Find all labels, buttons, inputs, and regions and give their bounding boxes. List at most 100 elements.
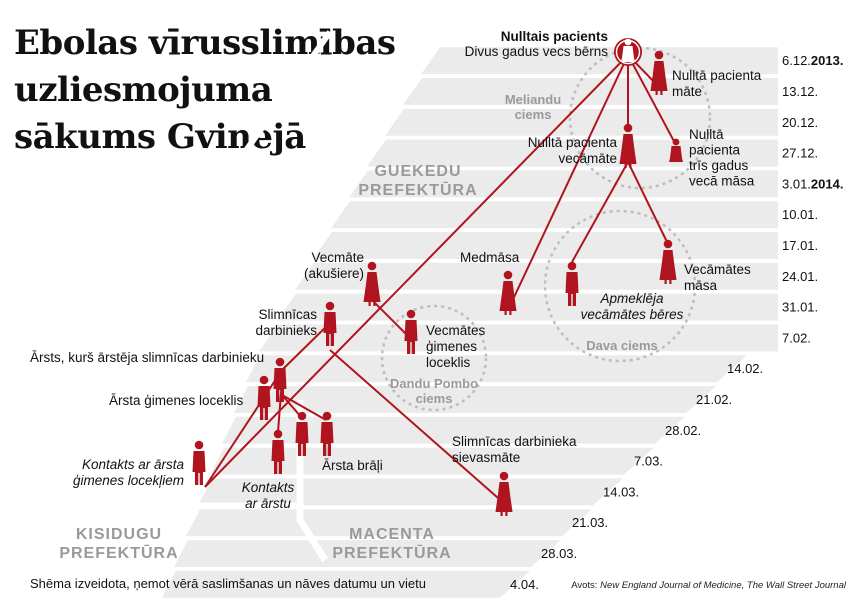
date-label: 10.01. xyxy=(782,207,818,222)
timeline-band xyxy=(259,324,778,352)
timeline-band xyxy=(385,108,778,136)
contact-doctor-label: ar ārstu xyxy=(245,496,291,511)
date-label: 3.01.2014. xyxy=(782,176,843,191)
date-label: 7.03. xyxy=(634,454,663,469)
region-guekedu: PREFEKTŪRA xyxy=(358,180,477,199)
sister-label: vecā māsa xyxy=(689,174,755,189)
timeline-band xyxy=(313,232,778,259)
gm-sister-label: Vecāmātes xyxy=(684,262,751,277)
hospital-wife-label: sievasmāte xyxy=(452,450,520,465)
transmission-line xyxy=(281,394,327,421)
date-label: 21.02. xyxy=(696,392,732,407)
funeral-label: Apmeklēja xyxy=(599,291,664,306)
village-dava-label: Dava ciems xyxy=(586,338,658,353)
date-label: 28.02. xyxy=(665,423,701,438)
region-macenta: MACENTA xyxy=(349,526,435,543)
date-label: 31.01. xyxy=(782,300,818,315)
hospital-wife-label: Slimnīcas darbinieka xyxy=(452,434,577,449)
timeline-band xyxy=(295,262,778,290)
transmission-line xyxy=(627,161,669,245)
patient-zero-label: Divus gadus vecs bērns xyxy=(465,44,609,59)
sister-label: trīs gadus xyxy=(689,158,749,173)
timeline-band xyxy=(210,447,654,475)
timeline-band xyxy=(403,78,778,105)
timeline-dates: 6.12.2013. 13.12. 20.12. 27.12. 3.01.2014. 10… xyxy=(510,53,843,592)
patient-zero-label: Nulltais pacients xyxy=(501,29,608,44)
village-meliandu-label: ciems xyxy=(515,107,552,122)
hospital-wife-figure xyxy=(495,471,513,516)
date-label: 27.12. xyxy=(782,146,818,161)
timeline-band xyxy=(331,201,778,229)
nurse-label: Medmāsa xyxy=(460,250,520,265)
region-kisidugu: KISIDUGU xyxy=(76,526,162,543)
village-meliandu-label: Meliandu xyxy=(505,92,561,107)
contact-family-figure xyxy=(192,440,206,485)
date-label: 14.02. xyxy=(727,361,763,376)
date-label: 4.04. xyxy=(510,577,539,592)
village-dandu-pombo-ring xyxy=(380,304,488,412)
midwife-family-label: loceklis xyxy=(426,355,471,370)
transmission-line xyxy=(507,54,629,311)
transmission-lines xyxy=(204,54,677,506)
region-kisidugu: PREFEKTŪRA xyxy=(59,543,178,562)
grandmother-label: Nulltā pacienta xyxy=(528,135,618,150)
village-dava-ring xyxy=(543,209,697,363)
date-label: 6.12.2013. xyxy=(782,53,843,68)
date-label: 24.01. xyxy=(782,269,818,284)
midwife-family-label: ģimenes xyxy=(426,339,477,354)
timeline-band xyxy=(174,540,561,567)
midwife-family-label: Vecmātes xyxy=(426,323,486,338)
hospital-worker-label: darbinieks xyxy=(255,323,317,338)
mother-label: māte xyxy=(672,84,702,99)
timeline-band xyxy=(186,509,592,537)
region-guekedu: GUEKEDU xyxy=(374,163,461,180)
date-label: 20.12. xyxy=(782,115,818,130)
timeline-band xyxy=(162,570,530,598)
date-label: 14.03. xyxy=(603,484,639,499)
footer-note: Shēma izveidota, ņemot vērā saslimšanas … xyxy=(30,576,426,591)
sources: Avots: New England Journal of Medicine, … xyxy=(571,580,846,591)
prefecture-border xyxy=(133,30,333,304)
transmission-line xyxy=(329,349,507,506)
midwife-label: (akušiere) xyxy=(304,266,364,281)
date-label: 7.02. xyxy=(782,330,811,345)
timeline-band xyxy=(198,478,623,506)
people-figures xyxy=(192,38,683,516)
village-dandu-pombo-label: Dandu Pombo xyxy=(390,376,478,391)
doctor-label: Ārsts, kurš ārstēja slimnīcas darbinieku xyxy=(30,350,264,365)
midwife-label: Vecmāte xyxy=(311,250,364,265)
transmission-line xyxy=(627,54,677,146)
sister-label: pacienta xyxy=(689,143,741,158)
sources-names: New England Journal of Medicine, The Wal… xyxy=(600,580,846,591)
doctor-family-label: Ārsta ģimenes loceklis xyxy=(109,393,244,408)
title-line-1: Ebolas vīrusslimības xyxy=(14,23,396,63)
date-label: 17.01. xyxy=(782,238,818,253)
sources-label: Avots: xyxy=(571,580,598,591)
contact-family-label: ģimenes locekļiem xyxy=(73,473,184,488)
timeline-band xyxy=(222,416,685,444)
date-label: 28.03. xyxy=(541,546,577,561)
contact-family-label: Kontakts ar ārsta xyxy=(82,457,185,472)
transmission-line xyxy=(204,54,629,488)
grandmother-label: vecāmāte xyxy=(558,151,617,166)
date-label: 13.12. xyxy=(782,84,818,99)
transmission-line xyxy=(571,161,629,263)
funeral-label: vecāmātes bēres xyxy=(581,307,684,322)
gm-sister-label: māsa xyxy=(684,278,718,293)
region-macenta: PREFEKTŪRA xyxy=(332,543,451,562)
timeline-band xyxy=(277,293,778,321)
title-line-2: uzliesmojuma xyxy=(14,70,273,110)
prefecture-regions: GUEKEDUPREFEKTŪRAKISIDUGUPREFEKTŪRAMACEN… xyxy=(0,30,477,562)
hospital-worker-label: Slimnīcas xyxy=(258,307,317,322)
doctor-brothers-label: Ārsta brāļi xyxy=(322,458,383,473)
timeline-band xyxy=(234,386,716,413)
mother-label: Nulltā pacienta xyxy=(672,68,762,83)
timeline-band xyxy=(246,355,747,383)
date-label: 21.03. xyxy=(572,515,608,530)
doctor-family-figure xyxy=(257,375,271,420)
timeline-band xyxy=(349,170,778,198)
timeline-band xyxy=(421,47,778,75)
